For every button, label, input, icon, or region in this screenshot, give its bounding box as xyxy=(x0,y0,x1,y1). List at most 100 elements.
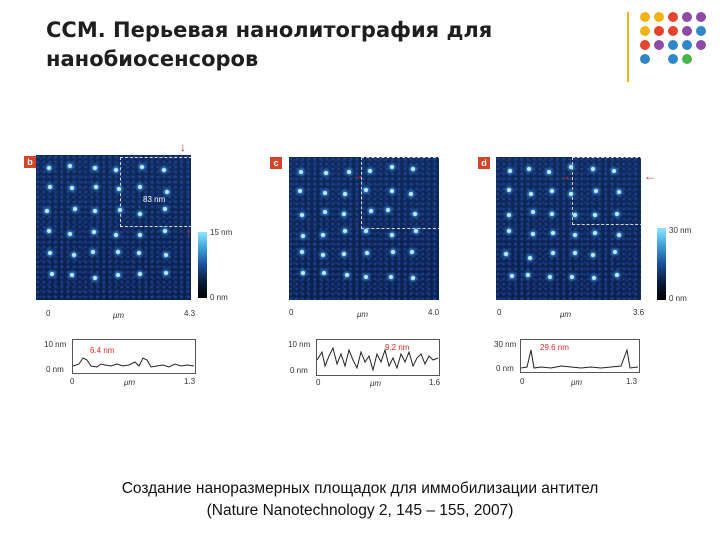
nanodot xyxy=(410,167,415,172)
scan-x-end-c: 1.6 xyxy=(429,378,441,387)
decor-dot xyxy=(640,54,650,64)
nanodot xyxy=(137,184,142,189)
nanodot xyxy=(165,190,170,195)
nanodot xyxy=(140,165,145,170)
nanodot xyxy=(506,213,511,218)
nanodot xyxy=(138,232,143,237)
decor-dot xyxy=(640,40,650,50)
decor-dot xyxy=(696,26,706,36)
nanodot xyxy=(550,188,555,193)
nanodot xyxy=(593,213,598,218)
nanodot xyxy=(364,228,369,233)
scan-measure-b: 6.4 nm xyxy=(90,346,115,355)
decor-dot xyxy=(668,12,678,22)
profile-trace-b xyxy=(72,357,195,368)
height-profile-b xyxy=(72,339,196,374)
nanodot xyxy=(413,229,418,234)
nanodot xyxy=(368,168,373,173)
nanodot xyxy=(591,166,596,171)
nanodot xyxy=(569,275,574,280)
nanodot xyxy=(572,250,577,255)
x-tick-start-b: 0 xyxy=(46,309,51,318)
afm-image-d xyxy=(496,157,641,300)
scan-x-unit-d: μm xyxy=(571,378,583,387)
caption-line-2: (Nature Nanotechnology 2, 145 – 155, 200… xyxy=(206,502,514,519)
nanodot xyxy=(47,184,52,189)
nanodot xyxy=(506,188,511,193)
scan-x-start-b: 0 xyxy=(70,377,75,386)
nanodot xyxy=(164,271,169,276)
height-profile-d xyxy=(520,339,640,373)
scan-ytop-b: 10 nm xyxy=(44,340,67,349)
nanodot xyxy=(92,209,97,214)
decor-dot xyxy=(668,26,678,36)
colorbar-bottom-b: 0 nm xyxy=(210,293,228,302)
slide-title: ССМ. Перьевая нанолитография для нанобио… xyxy=(46,18,493,71)
decor-dot xyxy=(654,26,664,36)
nanodot xyxy=(92,166,97,171)
scan-ybottom-d: 0 nm xyxy=(496,364,514,373)
nanodot xyxy=(49,272,54,277)
arrow-left-icon: ← xyxy=(644,169,656,183)
nanodot xyxy=(47,251,52,256)
scan-x-start-d: 0 xyxy=(520,377,525,386)
accent-line xyxy=(627,12,629,82)
nanodot xyxy=(550,230,555,235)
nanodot xyxy=(369,208,374,213)
nanodot xyxy=(591,276,596,281)
nanodot xyxy=(616,232,621,237)
nanodot xyxy=(550,250,555,255)
nanodot xyxy=(113,233,118,238)
nanodot xyxy=(549,211,554,216)
decor-dot xyxy=(654,12,664,22)
nanodot xyxy=(412,211,417,216)
zoom-inset-c xyxy=(361,157,439,229)
nanodot xyxy=(409,249,414,254)
nanodot xyxy=(593,231,597,236)
nanodot xyxy=(69,273,74,278)
nanodot xyxy=(299,249,304,254)
x-tick-end-d: 3.6 xyxy=(633,308,645,317)
nanodot xyxy=(116,273,121,278)
nanodot xyxy=(163,252,168,257)
figure-caption: Создание наноразмерных площадок для иммо… xyxy=(60,478,660,522)
nanodot xyxy=(506,228,511,233)
arrow-down-icon: ↓ xyxy=(180,140,186,154)
nanodot xyxy=(364,188,369,193)
nanodot xyxy=(615,212,620,217)
nanodot xyxy=(300,271,305,276)
nanodot xyxy=(92,275,97,280)
nanodot xyxy=(47,229,52,234)
decor-dot xyxy=(696,40,706,50)
nanodot xyxy=(44,208,49,213)
nanodot xyxy=(528,255,533,260)
x-unit-d: μm xyxy=(560,310,572,319)
colorbar-d xyxy=(657,228,666,300)
nanodot xyxy=(91,250,96,255)
nanodot xyxy=(386,208,391,213)
nanodot xyxy=(46,166,51,171)
nanodot xyxy=(508,168,513,173)
scan-x-unit-b: μm xyxy=(124,378,136,387)
nanodot xyxy=(342,251,347,256)
nanodot xyxy=(162,207,167,212)
nanodot xyxy=(136,251,141,256)
nanodot xyxy=(116,187,121,192)
decor-dot xyxy=(682,12,692,22)
nanodot xyxy=(343,191,348,196)
nanodot xyxy=(389,188,394,193)
nanodot xyxy=(300,233,305,238)
nanodot xyxy=(113,168,118,173)
nanodot xyxy=(324,170,329,175)
nanodot xyxy=(321,252,325,257)
nanodot xyxy=(364,275,369,280)
panel-label-c: c xyxy=(270,157,282,169)
nanodot xyxy=(162,228,167,233)
nanodot xyxy=(616,190,621,195)
scan-x-end-d: 1.3 xyxy=(626,377,638,386)
nanodot xyxy=(321,271,326,276)
nanodot xyxy=(298,188,303,193)
nanodot xyxy=(548,274,553,279)
decor-dot xyxy=(654,40,664,50)
nanodot xyxy=(573,233,577,238)
